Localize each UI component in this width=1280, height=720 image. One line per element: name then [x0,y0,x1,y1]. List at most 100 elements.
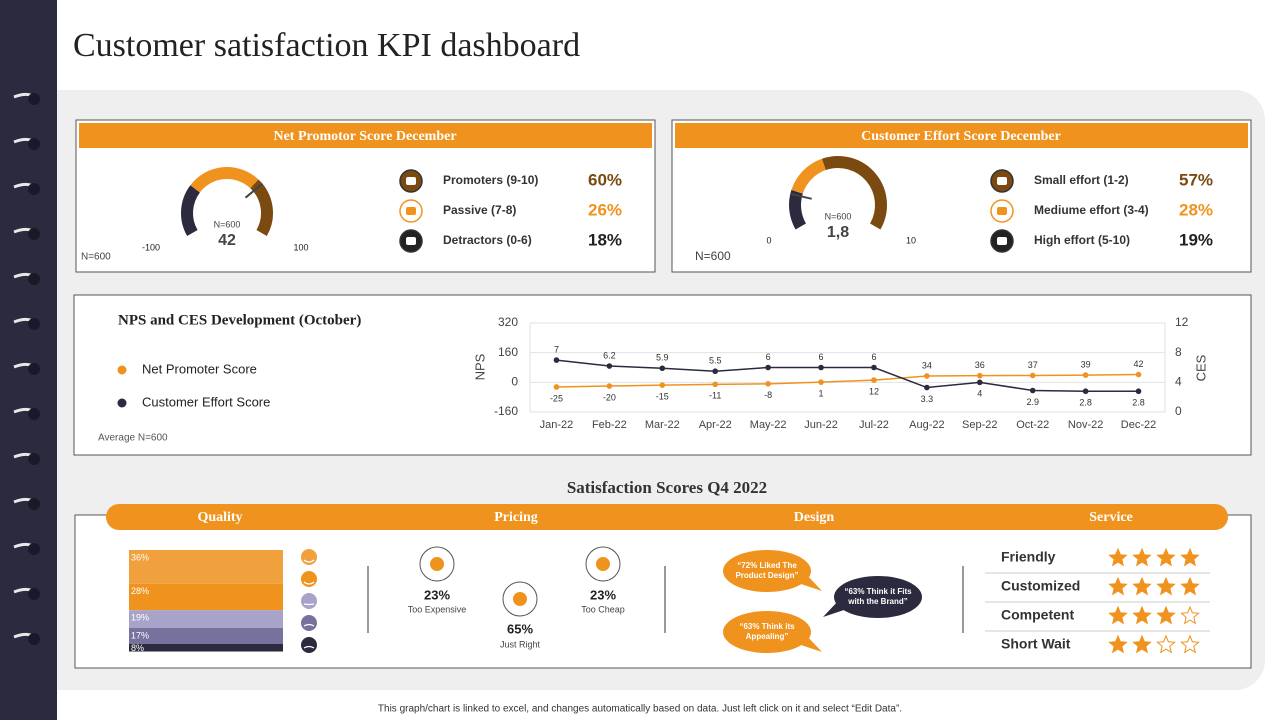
binding-hole [28,408,40,420]
star-empty [1180,605,1200,625]
binding-hole [28,453,40,465]
face-mouth [303,645,315,649]
data-label: 36 [975,360,985,370]
binding-strip [0,0,57,720]
data-point [976,379,983,386]
bubble-text: Product Design” [735,571,798,580]
data-label: 39 [1081,359,1091,369]
data-point [818,379,824,385]
gauge-segment [821,156,887,230]
row-label: Promoters (9-10) [443,173,538,187]
bubble-text: “63% Think its [739,622,795,631]
data-point [924,373,930,379]
gauge-segment [190,167,259,193]
gauge-max: 100 [293,242,308,252]
star-rating [1108,576,1200,596]
gauge-value: 1,8 [827,224,849,241]
binding-hole [28,588,40,600]
stack-segment [129,583,283,611]
data-point [553,384,560,390]
data-point [818,364,824,371]
binding-hole [28,318,40,330]
star-rating [1108,547,1200,567]
data-point [659,382,666,388]
y2-tick-label: 8 [1175,345,1182,359]
y-tick-label: 160 [498,345,518,359]
bubble-text: Appealing” [746,632,789,641]
panel-header-band [675,123,1248,148]
y-axis-title: NPS [472,353,487,380]
binding-hole [28,498,40,510]
data-label: 6 [871,352,876,362]
star-filled [1108,547,1128,567]
data-label: 2.8 [1132,398,1145,408]
star-filled [1108,605,1128,625]
star-filled [1132,576,1152,596]
data-label: 12 [869,386,879,396]
price-value: 23% [590,587,616,602]
binding-hole [28,93,40,105]
star-rating [1108,605,1200,625]
face-icon [301,637,317,653]
chart-note: Average N=600 [98,433,168,444]
star-empty [1180,634,1200,654]
gauge-needle [244,182,264,199]
star-filled [1180,576,1200,596]
y-tick-label: -160 [494,404,518,418]
price-value: 65% [507,621,533,636]
data-point [1082,388,1089,395]
x-tick-label: May-22 [750,419,787,431]
price-caption: Just Right [500,639,541,649]
y2-tick-label: 12 [1175,315,1189,329]
data-label: -15 [656,391,669,401]
section-header: Design [794,510,835,525]
data-label: 6 [766,352,771,362]
star-empty [1156,634,1176,654]
data-label: 1 [819,389,824,399]
data-label: 6.2 [603,350,616,360]
price-caption: Too Cheap [581,604,625,614]
service-label: Competent [1001,607,1074,623]
face-mouth [303,603,315,606]
stack-segment [129,550,283,584]
binding-hole [28,363,40,375]
service-label: Short Wait [1001,636,1071,652]
data-label: 34 [922,360,932,370]
price-caption: Too Expensive [408,604,467,614]
speech-bubble [723,550,811,592]
data-point [606,383,613,389]
x-tick-label: Jul-22 [859,419,889,431]
star-filled [1108,576,1128,596]
y-tick-label: 320 [498,315,518,329]
row-value: 26% [588,200,622,219]
data-point [553,357,560,363]
row-value: 18% [588,230,622,249]
row-icon-glyph [997,177,1007,185]
page-title: Customer satisfaction KPI dashboard [73,27,580,64]
x-tick-label: Feb-22 [592,419,627,431]
star-filled [1132,634,1152,654]
gauge-needle [790,192,812,200]
row-label: Passive (7-8) [443,203,516,217]
gauge-segment [791,158,827,194]
price-icon-core [513,592,527,606]
binding-hole [28,138,40,150]
data-label: -11 [709,391,721,401]
price-value: 23% [424,587,450,602]
data-label: 5.5 [709,356,722,366]
data-point [871,377,877,383]
row-icon-glyph [997,237,1007,245]
gauge-max: 10 [906,235,916,245]
x-tick-label: Nov-22 [1068,419,1103,431]
gauge-min: -100 [142,242,160,252]
series-line [556,359,1139,392]
stack-segment [129,644,283,652]
section-header: Pricing [494,510,538,525]
data-point [871,364,877,371]
data-point [712,368,719,375]
x-tick-label: Oct-22 [1016,419,1049,431]
section-header: Quality [197,510,242,525]
data-label: 42 [1134,359,1144,369]
row-icon-glyph [406,177,416,185]
